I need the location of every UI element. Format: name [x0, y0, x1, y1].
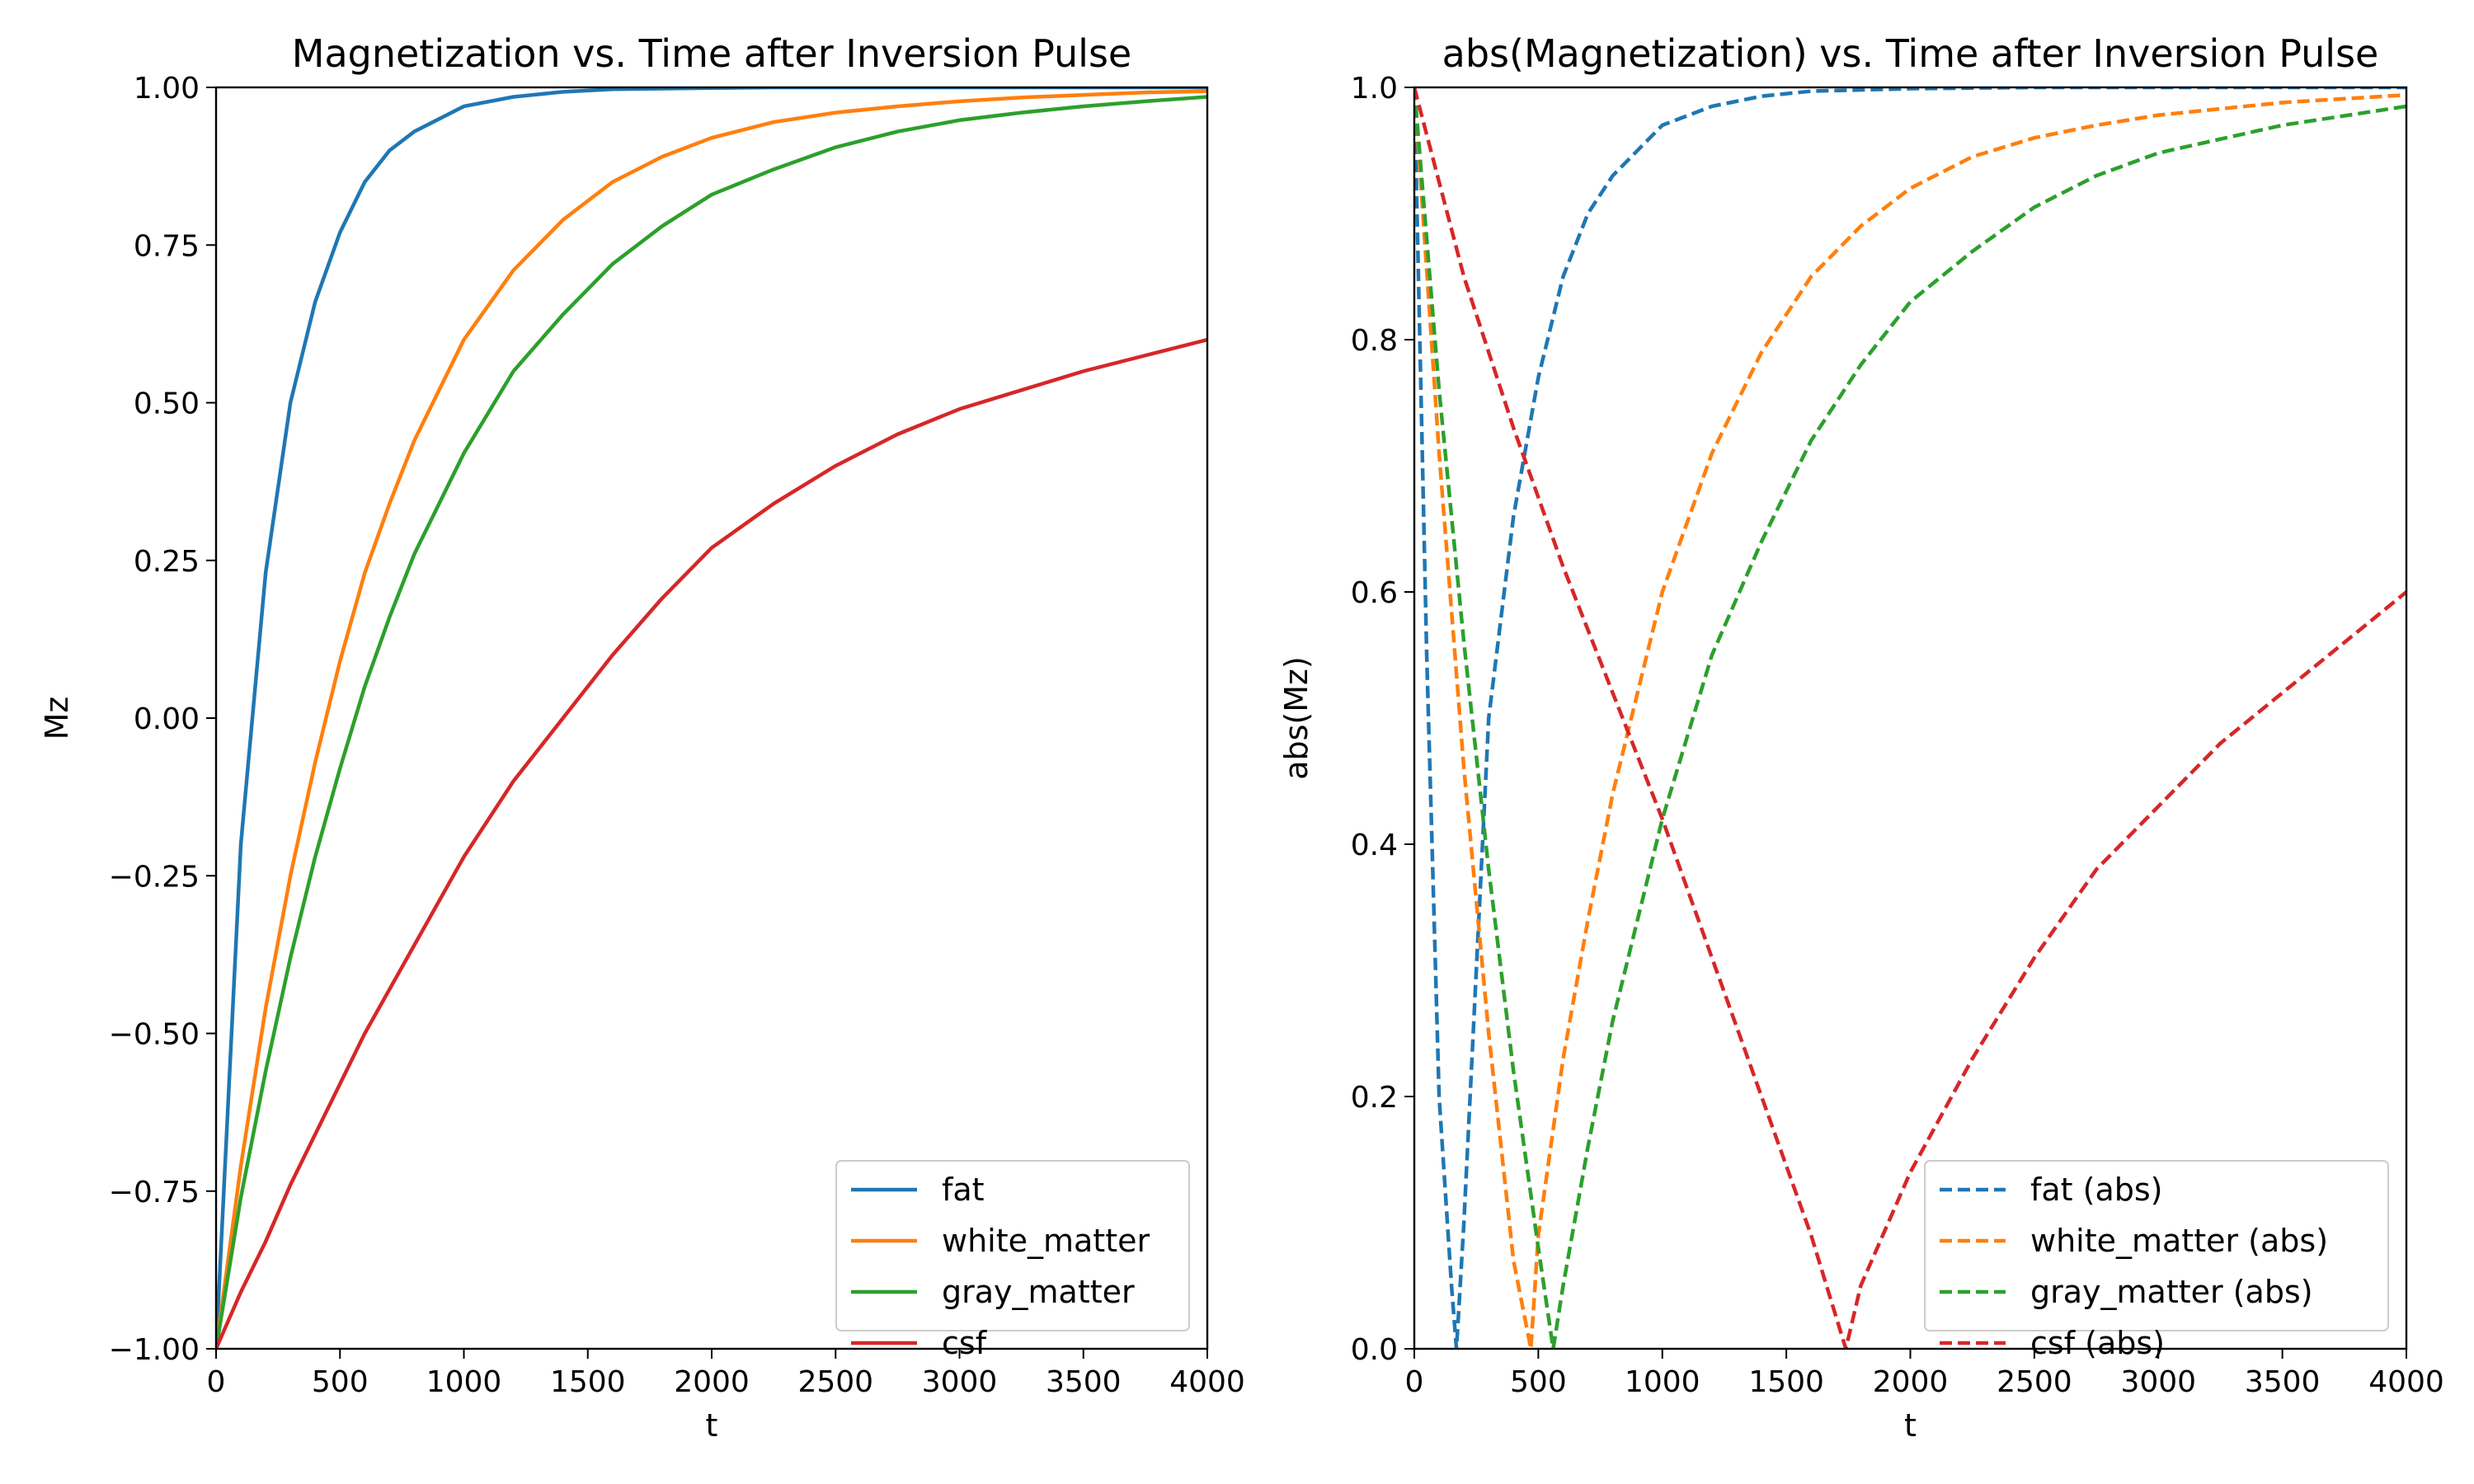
x-tick-label: 1000 [1625, 1365, 1700, 1399]
legend-label: csf (abs) [2030, 1325, 2165, 1361]
chart-title: Magnetization vs. Time after Inversion P… [292, 31, 1131, 76]
y-tick-label: −0.75 [109, 1176, 200, 1209]
x-tick-label: 0 [1405, 1365, 1424, 1399]
series-line-gray-matter-abs [1414, 87, 2406, 1349]
legend: fat (abs) white_matter (abs) gray_matter (… [1924, 1160, 2389, 1361]
legend-label: csf [942, 1325, 988, 1361]
legend-label: white_matter (abs) [2030, 1223, 2328, 1259]
legend-label: fat (abs) [2030, 1172, 2163, 1208]
right-chart-panel: 0 500 1000 1500 2000 2500 3000 3500 4000 0.0 0.2 0.… [1278, 31, 2444, 1444]
x-tick-label: 0 [207, 1365, 226, 1399]
x-tick-label: 4000 [1169, 1365, 1245, 1399]
x-tick-label: 2000 [1873, 1365, 1949, 1399]
legend-label: white_matter [942, 1223, 1150, 1259]
x-tick-label: 3000 [2120, 1365, 2196, 1399]
x-tick-label: 3500 [2245, 1365, 2321, 1399]
x-tick-label: 1000 [426, 1365, 502, 1399]
legend-box [835, 1160, 1190, 1331]
series-line-csf [216, 337, 1207, 1349]
y-axis-label: Mz [39, 697, 75, 740]
x-tick-label: 2500 [1997, 1365, 2072, 1399]
y-tick-label: 0.25 [134, 545, 200, 579]
x-tick-label: 2500 [797, 1365, 873, 1399]
x-axis-label: t [1904, 1407, 1917, 1444]
legend-label: fat [942, 1172, 985, 1208]
y-tick-label: −0.50 [109, 1018, 200, 1052]
x-tick-label: 4000 [2368, 1365, 2444, 1399]
series-line-gray-matter [216, 95, 1207, 1349]
y-tick-label: 0.8 [1351, 324, 1398, 358]
y-tick-label: 0.6 [1351, 576, 1398, 610]
y-tick-label: 0.50 [134, 387, 200, 421]
left-chart-panel: 0 500 1000 1500 2000 2500 3000 3500 4000 −1.00 −0.… [39, 31, 1245, 1444]
y-tick-label: 1.00 [134, 72, 200, 106]
x-tick-label: 3500 [1046, 1365, 1122, 1399]
plot-lines [216, 87, 1207, 1349]
x-tick-label: 500 [1510, 1365, 1567, 1399]
series-line-white-matter [216, 89, 1207, 1349]
x-axis-label: t [706, 1407, 718, 1444]
y-axis-label: abs(Mz) [1278, 656, 1315, 780]
x-tick-label: 1500 [550, 1365, 626, 1399]
x-tick-label: 2000 [674, 1365, 750, 1399]
y-tick-label: 1.0 [1351, 72, 1398, 106]
x-tick-label: 1500 [1748, 1365, 1824, 1399]
y-tick-label: 0.4 [1351, 829, 1398, 862]
series-line-white-matter-abs [1414, 87, 2406, 1349]
series-line-fat [216, 87, 1207, 1349]
y-tick-label: 0.2 [1351, 1081, 1398, 1115]
x-tick-label: 500 [312, 1365, 369, 1399]
legend-label: gray_matter (abs) [2030, 1274, 2313, 1310]
legend-box [1924, 1160, 2389, 1331]
chart-title: abs(Magnetization) vs. Time after Invers… [1442, 31, 2379, 76]
y-tick-label: 0.75 [134, 229, 200, 263]
y-tick-label: 0.00 [134, 702, 200, 736]
y-tick-label: 0.0 [1351, 1333, 1398, 1367]
x-tick-label: 3000 [922, 1365, 998, 1399]
series-line-csf-abs [1414, 87, 2406, 1349]
y-tick-label: −0.25 [109, 860, 200, 894]
legend-label: gray_matter [942, 1274, 1135, 1310]
y-tick-label: −1.00 [109, 1333, 200, 1367]
